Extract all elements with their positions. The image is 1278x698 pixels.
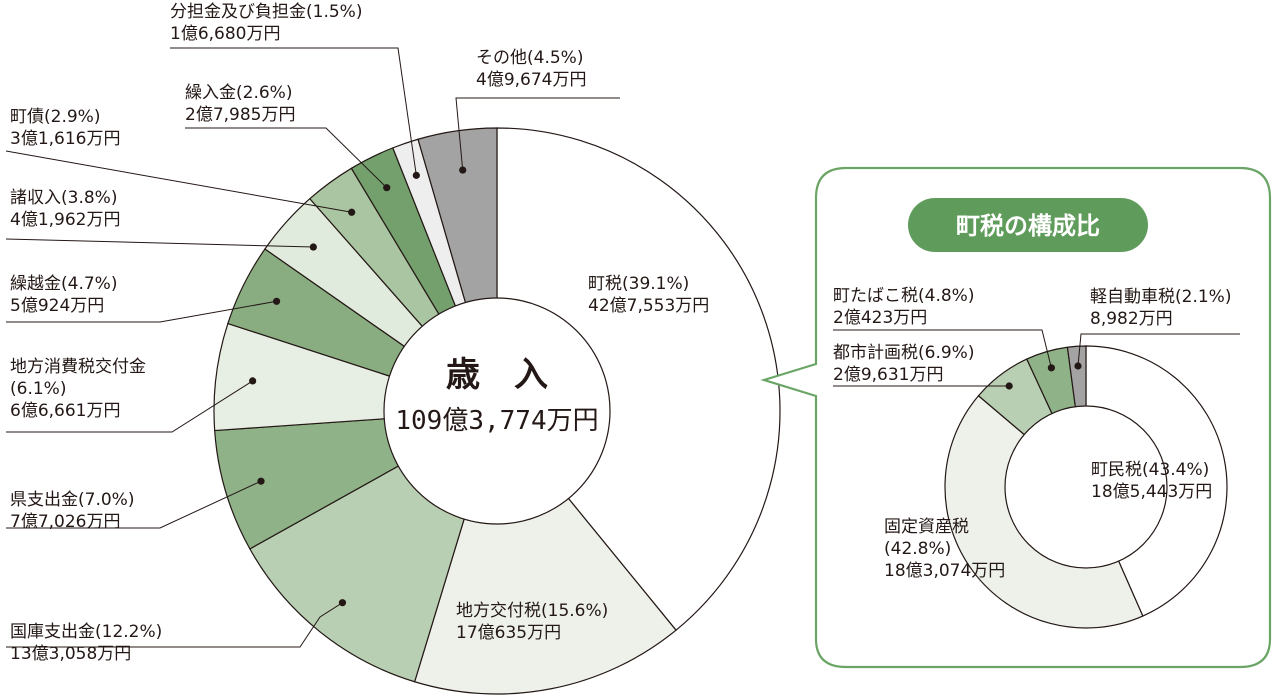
main-pie-label-percent: (7.0%)	[78, 490, 134, 510]
main-pie-label-name: 諸収入	[10, 188, 61, 208]
main-pie-label-amount: 13億3,058万円	[10, 644, 131, 664]
main-pie-label-name: 町税(39.1%)	[588, 274, 689, 294]
main-pie-leader-line	[185, 127, 388, 189]
town-tax-leader-dot	[1005, 382, 1013, 390]
main-pie-leader-dot	[338, 599, 347, 607]
town-tax-leaders	[833, 329, 1240, 390]
main-pie-label-name: 町税	[588, 274, 622, 294]
town-tax-label-name: 町民税	[1091, 460, 1142, 480]
main-pie-label-name: 分担金及び負担金	[170, 2, 306, 22]
main-pie-leader-line	[5, 238, 314, 248]
main-pie-label-percent: (6.1%)	[10, 379, 66, 399]
main-pie-label-percent: (2.9%)	[44, 107, 100, 127]
main-pie-leader-dot	[459, 166, 467, 174]
main-pie-leader-dot	[412, 171, 420, 179]
town-tax-leader-line	[833, 329, 1052, 368]
main-pie-label-name: その他(4.5%)	[476, 48, 583, 68]
town-tax-label-amount: 2億9,631万円	[833, 365, 943, 385]
main-pie-label-amount: 3億1,616万円	[10, 129, 120, 149]
main-pie-label-amount: 7億7,026万円	[10, 512, 120, 532]
main-pie-leader-dot	[272, 297, 281, 305]
main-pie-leader-dot	[348, 208, 356, 216]
main-pie-label-amount: 6億6,661万円	[10, 401, 120, 421]
main-pie-leader-line	[170, 47, 417, 176]
main-pie-leader-line	[5, 150, 352, 213]
main-pie-label-name: その他	[476, 48, 527, 68]
main-pie-label-amount: 42億7,553万円	[588, 296, 709, 316]
main-pie-label-name: 繰越金(4.7%)	[10, 274, 117, 294]
main-pie-leaders	[5, 47, 620, 648]
main-pie-label-percent: (4.7%)	[61, 274, 117, 294]
town-tax-label-name: 軽自動車税	[1090, 287, 1175, 307]
main-pie-label-percent: (2.6%)	[236, 83, 292, 103]
main-pie-label-percent: (4.5%)	[527, 48, 583, 68]
main-pie-leader-dot	[249, 377, 257, 385]
town-tax-label-amount: 18億3,074万円	[884, 561, 1005, 581]
main-pie-label-name: 国庫支出金	[10, 622, 95, 642]
main-pie-title: 歳 入	[446, 355, 548, 395]
town-tax-label-name: 都市計画税	[833, 343, 918, 363]
main-pie-slice	[496, 127, 781, 632]
main-pie-label-name: 繰入金	[185, 83, 236, 103]
town-tax-label-name: 都市計画税(6.9%)	[833, 343, 974, 363]
main-pie-label-name: 諸収入(3.8%)	[10, 188, 117, 208]
main-pie-hole	[383, 297, 611, 525]
town-tax-label-name: 町民税(43.4%)	[1091, 460, 1209, 480]
town-tax-label-percent: (4.8%)	[918, 286, 974, 306]
main-pie-leader-line	[455, 97, 620, 171]
town-tax-label-name: 固定資産税	[884, 517, 969, 537]
town-tax-donut-hole	[1004, 405, 1168, 569]
main-pie-label-percent: (15.6%)	[541, 601, 608, 621]
town-tax-label-percent: (43.4%)	[1142, 460, 1209, 480]
main-pie-label-name: 県支出金(7.0%)	[10, 490, 134, 510]
main-pie-label-amount: 17億635万円	[456, 623, 561, 643]
town-tax-leader-dot	[1074, 362, 1082, 370]
main-pie-leader-line	[6, 380, 253, 433]
main-pie-label-amount: 1億6,680万円	[170, 24, 280, 44]
main-pie-label-name: 町債	[10, 107, 44, 127]
town-tax-label-name: 軽自動車税(2.1%)	[1090, 287, 1231, 307]
town-tax-label-percent: (2.1%)	[1175, 287, 1231, 307]
main-pie-label-name: 繰越金	[10, 274, 61, 294]
main-pie-label-name: 国庫支出金(12.2%)	[10, 622, 162, 642]
main-pie-label-amount: 5億924万円	[10, 296, 104, 316]
town-tax-label-name: 町たばこ税(4.8%)	[833, 286, 974, 306]
main-pie-total: 109億3,774万円	[395, 406, 598, 436]
main-pie-label-name: 県支出金	[10, 490, 78, 510]
town-tax-labels: 町民税(43.4%)18億5,443万円固定資産税(42.8%)18億3,074…	[833, 286, 1231, 581]
main-pie-label-amount: 4億9,674万円	[476, 70, 586, 90]
main-pie-label-amount: 4億1,962万円	[10, 210, 120, 230]
main-pie-label-name: 繰入金(2.6%)	[185, 83, 292, 103]
town-tax-leader-line	[1077, 333, 1240, 367]
town-tax-label-percent: (6.9%)	[918, 343, 974, 363]
main-pie-label-percent: (3.8%)	[61, 188, 117, 208]
main-pie-leader-dot	[383, 184, 391, 192]
town-tax-label-amount: 18億5,443万円	[1091, 482, 1212, 502]
town-tax-label-amount: 8,982万円	[1090, 309, 1173, 329]
main-pie-leader-line	[6, 602, 343, 648]
main-pie-leader-line	[6, 480, 262, 529]
main-pie-leader-line	[6, 300, 277, 323]
main-pie-label-percent: (12.2%)	[95, 622, 162, 642]
town-tax-title: 町税の構成比	[956, 212, 1100, 240]
town-tax-label-percent: (42.8%)	[884, 539, 951, 559]
main-pie-leader-dot	[309, 243, 317, 251]
town-tax-title-badge	[908, 198, 1148, 252]
main-pie-label-name: 地方交付税	[456, 601, 541, 621]
main-pie-label-name: 町債(2.9%)	[10, 107, 100, 127]
main-pie-label-amount: 2億7,985万円	[185, 105, 295, 125]
main-pie-label-name: 地方消費税交付金	[10, 357, 146, 377]
main-pie-label-percent: (1.5%)	[306, 2, 362, 22]
main-pie-label-name: 地方交付税(15.6%)	[456, 601, 608, 621]
main-pie-label-name: 分担金及び負担金(1.5%)	[170, 2, 362, 22]
town-tax-label-name: 町たばこ税	[833, 286, 918, 306]
town-tax-leader-dot	[1047, 364, 1055, 372]
main-pie-leader-dot	[257, 477, 265, 485]
town-tax-label-amount: 2億423万円	[833, 308, 927, 328]
main-pie-label-percent: (39.1%)	[622, 274, 689, 294]
